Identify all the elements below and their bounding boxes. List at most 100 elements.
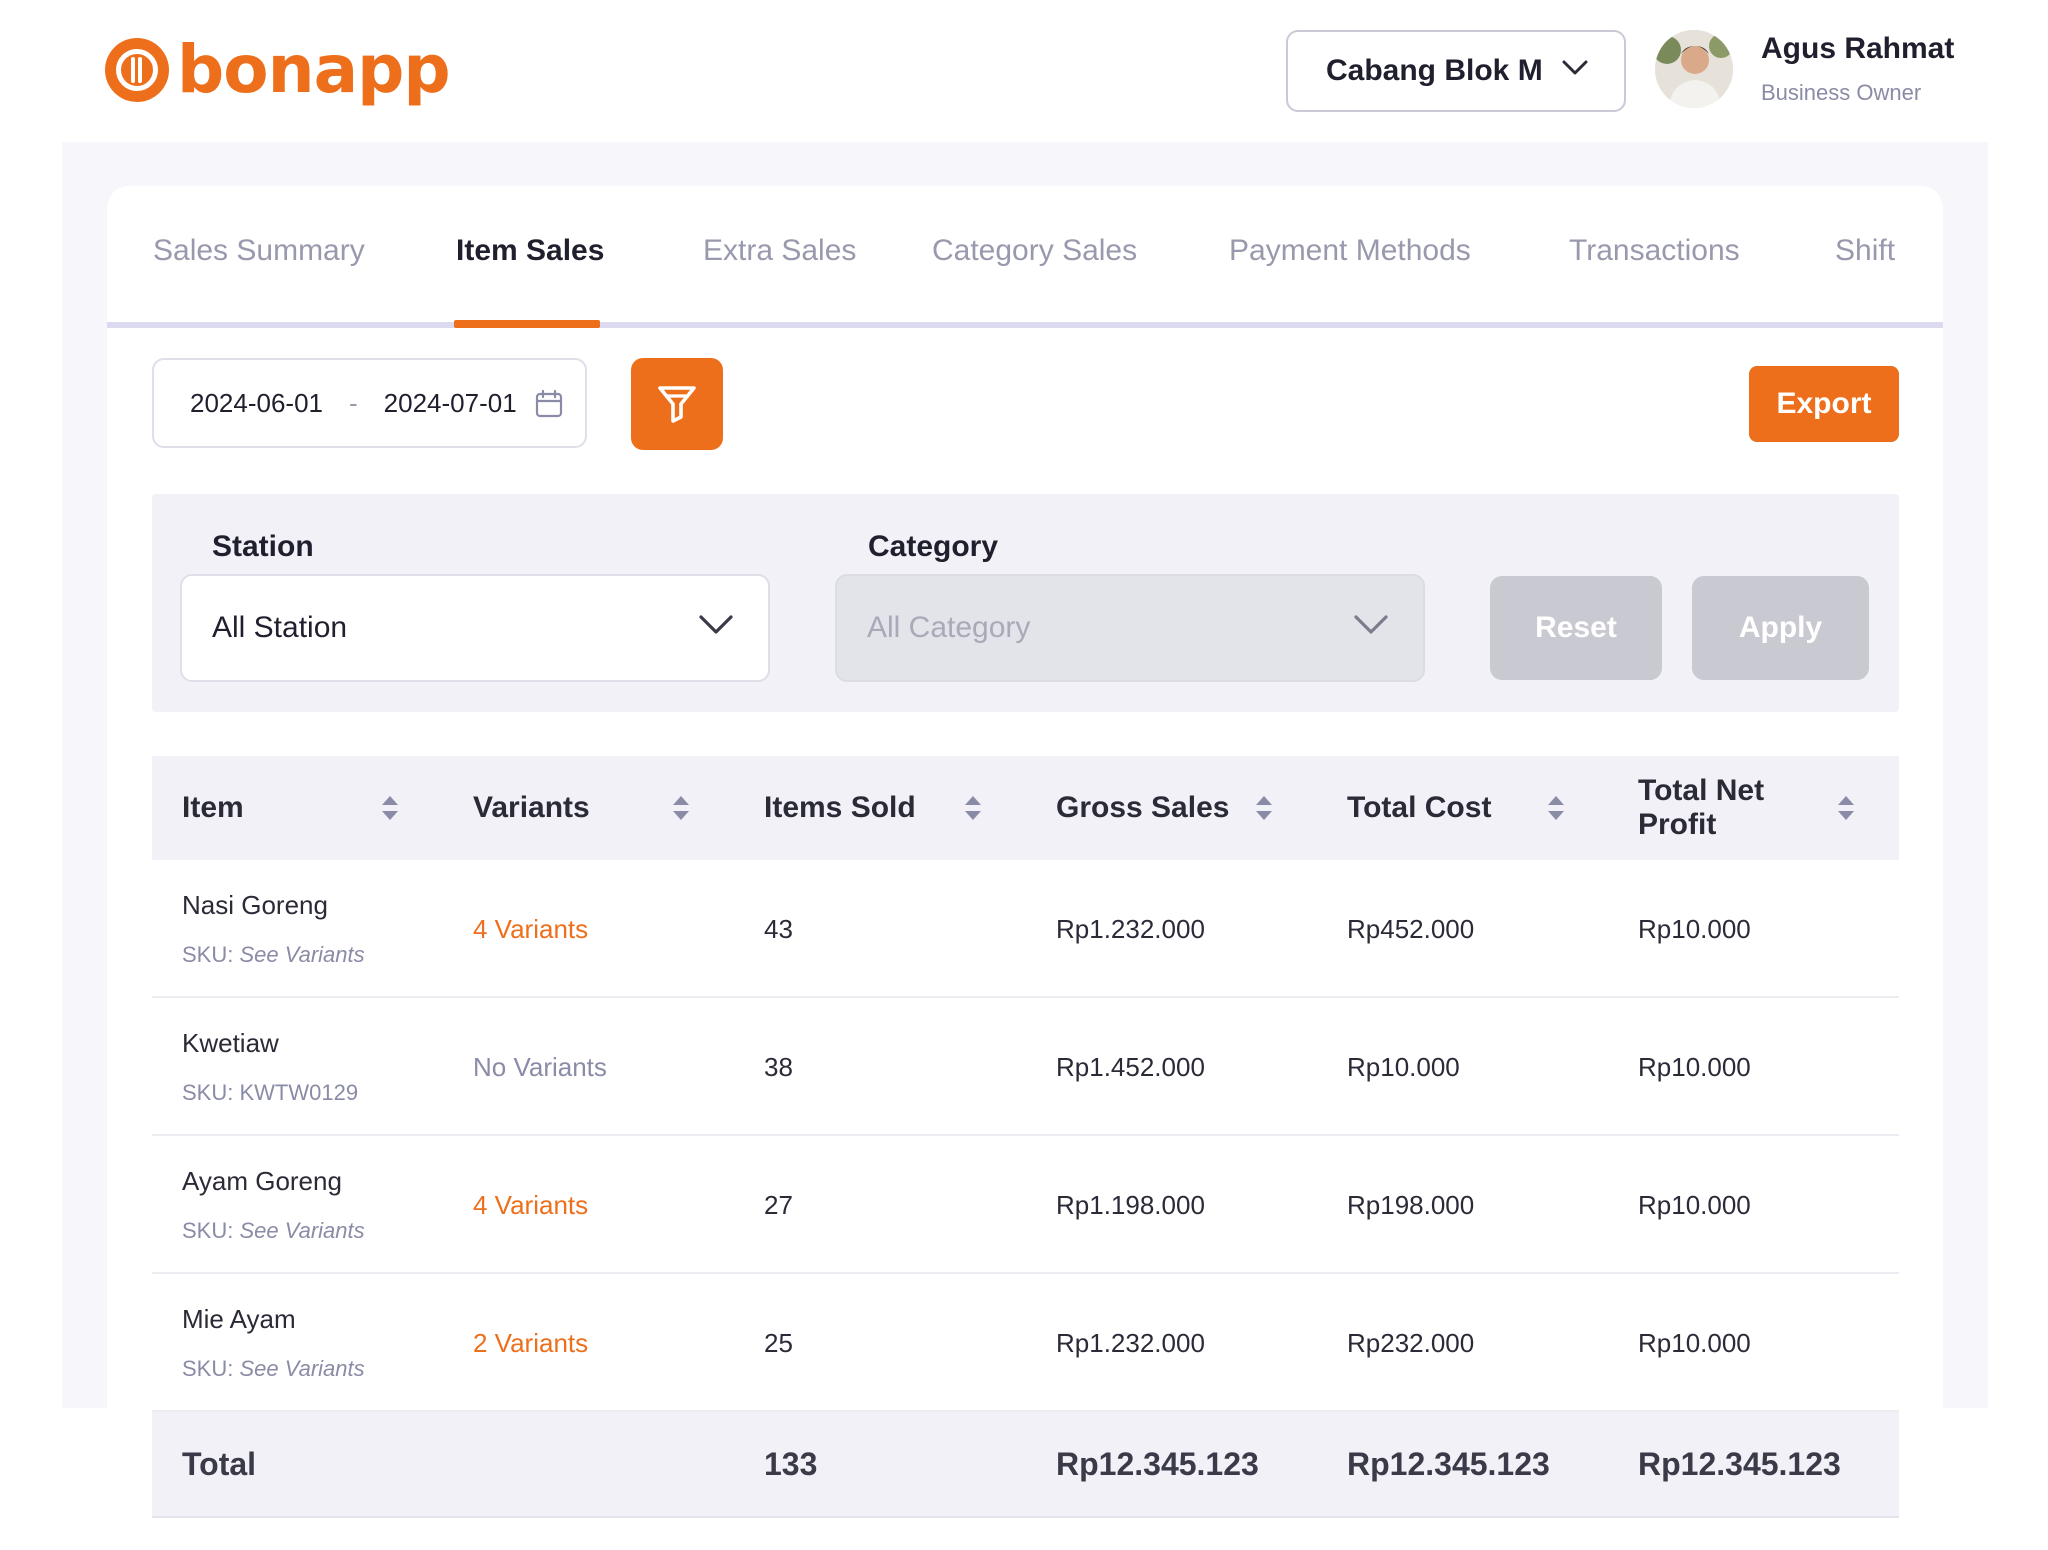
variants-link[interactable]: 2 Variants [473, 1328, 589, 1358]
tab-extra-sales[interactable]: Extra Sales [703, 234, 857, 267]
tab-category-sales[interactable]: Category Sales [932, 234, 1138, 267]
variants-link[interactable]: 4 Variants [473, 1190, 589, 1220]
table-row[interactable]: Nasi Goreng SKU: See Variants 4 Variants 43… [152, 860, 1899, 998]
date-separator: - [349, 387, 358, 418]
item-name: Mie Ayam [182, 1304, 296, 1334]
sku-prefix: SKU: [182, 1356, 234, 1381]
user-role: Business Owner [1761, 80, 1922, 105]
item-sales-table: Item Variants Items Sold Gross Sales Tot… [152, 756, 1899, 1518]
gross-sales: Rp1.232.000 [1056, 1328, 1205, 1358]
sku-prefix: SKU: [182, 942, 234, 967]
variants-link[interactable]: 4 Variants [473, 914, 589, 944]
report-tabs: Sales Summary Item Sales Extra Sales Cat… [107, 186, 1943, 328]
active-tab-indicator [454, 320, 600, 328]
category-select-value: All Category [867, 611, 1031, 644]
app-header: bonapp Cabang Blok M Agus Rahmat Busines… [0, 0, 2048, 142]
sku-value: KWTW0129 [239, 1080, 359, 1105]
filter-icon [658, 386, 696, 423]
items-sold: 27 [764, 1190, 793, 1220]
sku-prefix: SKU: [182, 1218, 234, 1243]
sku-value[interactable]: See Variants [239, 1218, 365, 1243]
station-select[interactable]: All Station [180, 574, 770, 682]
no-variants-text: No Variants [473, 1052, 607, 1082]
total-cost: Rp10.000 [1347, 1052, 1460, 1082]
user-name: Agus Rahmat [1761, 32, 1955, 65]
report-card: Sales Summary Item Sales Extra Sales Cat… [107, 186, 1943, 1550]
bonapp-logo[interactable]: bonapp [105, 30, 451, 110]
sort-icon[interactable] [1836, 794, 1856, 822]
tab-payment-methods[interactable]: Payment Methods [1229, 234, 1471, 267]
tab-shift[interactable]: Shift [1835, 234, 1896, 267]
table-body: Nasi Goreng SKU: See Variants 4 Variants 43… [152, 860, 1899, 1412]
bonapp-logo-icon [105, 38, 169, 102]
total-cost: Rp12.345.123 [1347, 1446, 1550, 1482]
tab-item-sales[interactable]: Item Sales [456, 234, 605, 267]
date-range-picker[interactable]: 2024-06-01 - 2024-07-01 [152, 358, 587, 448]
gross-sales: Rp1.232.000 [1056, 914, 1205, 944]
apply-button[interactable]: Apply [1692, 576, 1869, 680]
category-select[interactable]: All Category [835, 574, 1425, 682]
table-row[interactable]: Mie Ayam SKU: See Variants 2 Variants 25 Rp1… [152, 1274, 1899, 1412]
table-row[interactable]: Kwetiaw SKU: KWTW0129 No Variants 38 Rp1.452… [152, 998, 1899, 1136]
table-header: Item Variants Items Sold Gross Sales Tot… [152, 756, 1899, 860]
avatar[interactable] [1655, 30, 1733, 108]
total-cost: Rp232.000 [1347, 1328, 1475, 1358]
filter-panel: Station All Station Category All Categor… [152, 494, 1899, 712]
column-header-total-net-profit: Total Net Profit [1638, 774, 1765, 841]
branch-selector-label: Cabang Blok M [1326, 54, 1543, 87]
total-net-profit: Rp12.345.123 [1638, 1446, 1841, 1482]
sku-value[interactable]: See Variants [239, 942, 365, 967]
item-name: Kwetiaw [182, 1028, 279, 1058]
gross-sales: Rp1.452.000 [1056, 1052, 1205, 1082]
tab-transactions[interactable]: Transactions [1569, 234, 1740, 267]
column-header-variants: Variants [473, 791, 590, 824]
category-label: Category [868, 530, 999, 563]
item-sku: SKU: See Variants [182, 942, 365, 968]
table-total-row: Total 133 Rp12.345.123 Rp12.345.123 Rp12… [152, 1412, 1899, 1518]
sort-icon[interactable] [1546, 794, 1566, 822]
date-end: 2024-07-01 [383, 387, 517, 418]
item-sku: SKU: See Variants [182, 1356, 365, 1382]
user-avatar-icon [1655, 30, 1733, 108]
item-name: Ayam Goreng [182, 1166, 342, 1196]
total-gross-sales: Rp12.345.123 [1056, 1446, 1259, 1482]
sort-icon[interactable] [380, 794, 400, 822]
column-header-gross-sales: Gross Sales [1056, 791, 1230, 824]
branch-selector[interactable]: Cabang Blok M [1286, 30, 1626, 112]
item-sku: SKU: See Variants [182, 1218, 365, 1244]
table-row[interactable]: Ayam Goreng SKU: See Variants 4 Variants 27… [152, 1136, 1899, 1274]
gross-sales: Rp1.198.000 [1056, 1190, 1205, 1220]
station-select-value: All Station [212, 611, 348, 644]
filter-toggle-button[interactable] [631, 358, 723, 450]
sort-icon[interactable] [963, 794, 983, 822]
net-profit: Rp10.000 [1638, 914, 1751, 944]
item-name: Nasi Goreng [182, 890, 328, 920]
column-header-item: Item [182, 791, 244, 824]
sku-value[interactable]: See Variants [239, 1356, 365, 1381]
items-sold: 38 [764, 1052, 793, 1082]
export-button[interactable]: Export [1749, 366, 1899, 442]
net-profit: Rp10.000 [1638, 1190, 1751, 1220]
station-label: Station [212, 530, 314, 563]
date-start: 2024-06-01 [190, 387, 323, 418]
sort-icon[interactable] [671, 794, 691, 822]
items-sold: 25 [764, 1328, 793, 1358]
item-sku: SKU: KWTW0129 [182, 1080, 358, 1106]
chevron-down-icon [1354, 615, 1388, 634]
total-items-sold: 133 [764, 1446, 818, 1482]
chevron-down-icon [699, 615, 733, 634]
total-cost: Rp452.000 [1347, 914, 1475, 944]
total-cost: Rp198.000 [1347, 1190, 1475, 1220]
column-header-items-sold: Items Sold [764, 791, 916, 824]
net-profit: Rp10.000 [1638, 1328, 1751, 1358]
items-sold: 43 [764, 914, 793, 944]
column-header-total-cost: Total Cost [1347, 791, 1492, 824]
sku-prefix: SKU: [182, 1080, 234, 1105]
sort-icon[interactable] [1254, 794, 1274, 822]
reset-button[interactable]: Reset [1490, 576, 1662, 680]
total-label: Total [182, 1446, 257, 1482]
chevron-down-icon [1562, 60, 1588, 75]
tab-sales-summary[interactable]: Sales Summary [153, 234, 365, 267]
net-profit: Rp10.000 [1638, 1052, 1751, 1082]
logo-wordmark: bonapp [177, 31, 451, 108]
